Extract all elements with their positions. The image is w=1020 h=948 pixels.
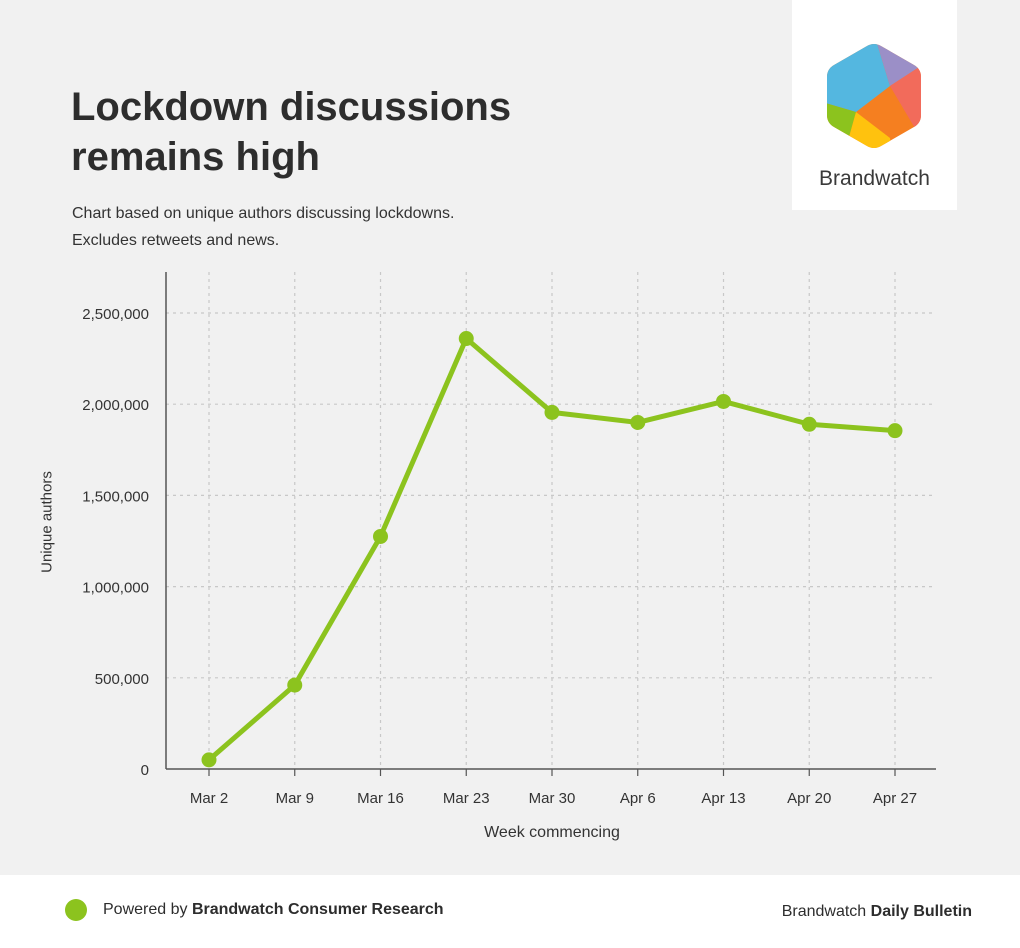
x-tick-label: Mar 9 <box>276 790 314 807</box>
footer-bulletin-prefix: Brandwatch <box>781 903 871 920</box>
y-tick-label: 1,500,000 <box>82 488 149 505</box>
brandwatch-hexagon-logo-icon <box>827 44 921 148</box>
data-point <box>716 393 731 409</box>
data-series <box>201 331 903 768</box>
green-dot-icon <box>65 899 87 921</box>
brandwatch-logo-text: Brandwatch <box>819 167 930 190</box>
footer-powered-brand: Brandwatch Consumer Research <box>191 901 444 918</box>
axes <box>165 272 936 776</box>
x-tick-label: Apr 20 <box>787 790 831 807</box>
x-tick-label: Mar 16 <box>357 790 404 807</box>
grid-lines <box>166 272 936 769</box>
data-point <box>801 416 817 432</box>
y-tick-labels: 0 500,000 1,000,000 1,500,000 2,000,000 2,500… <box>82 306 149 779</box>
data-point <box>201 752 217 768</box>
x-tick-label: Mar 30 <box>529 790 576 807</box>
y-tick-label: 2,500,000 <box>82 306 149 323</box>
data-point <box>887 423 903 439</box>
data-point <box>458 331 474 347</box>
data-point <box>287 677 303 693</box>
subtitle-line-2: Excludes retweets and news. <box>72 232 280 249</box>
data-point <box>630 414 646 430</box>
x-tick-label: Mar 2 <box>190 790 228 807</box>
x-tick-labels: Mar 2 Mar 9 Mar 16 Mar 23 Mar 30 Apr 6 Apr 13 A… <box>190 790 917 807</box>
y-tick-label: 2,000,000 <box>82 397 149 414</box>
title-line-1: Lockdown discussions <box>71 85 512 129</box>
y-tick-label: 500,000 <box>95 671 149 688</box>
y-tick-label: 1,000,000 <box>82 580 149 597</box>
footer-powered-by: Powered by Brandwatch Consumer Research <box>103 901 444 919</box>
footer-powered-prefix: Powered by <box>103 901 192 918</box>
y-axis-label: Unique authors <box>38 471 56 573</box>
chart-subtitle: Chart based on unique authors discussing… <box>72 200 592 254</box>
footer-bulletin: Brandwatch Daily Bulletin <box>782 903 972 921</box>
brand-logo-card: Brandwatch <box>792 0 957 210</box>
data-point <box>373 528 388 544</box>
title-line-2: remains high <box>71 135 320 179</box>
x-axis-label: Week commencing <box>484 824 620 841</box>
x-tick-label: Apr 6 <box>620 790 656 807</box>
x-tick-label: Apr 27 <box>873 790 917 807</box>
line-chart: 0 500,000 1,000,000 1,500,000 2,000,000 2,500… <box>82 272 936 807</box>
x-tick-label: Apr 13 <box>701 790 745 807</box>
page-title: Lockdown discussions remains high <box>71 82 591 182</box>
data-point <box>544 404 560 420</box>
x-tick-label: Mar 23 <box>443 790 490 807</box>
footer-bulletin-name: Daily Bulletin <box>870 903 972 920</box>
series-line <box>206 336 898 763</box>
y-tick-label: 0 <box>141 762 149 779</box>
subtitle-line-1: Chart based on unique authors discussing… <box>72 205 455 222</box>
